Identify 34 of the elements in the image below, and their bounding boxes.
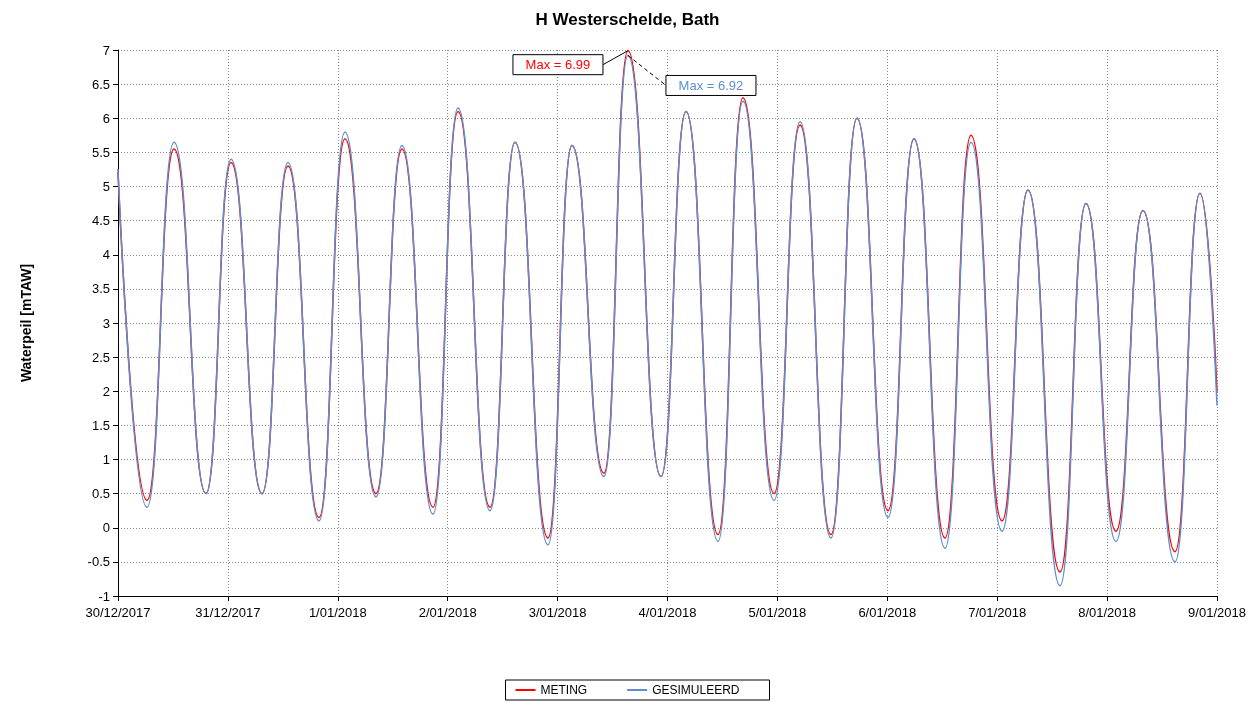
x-tick-label: 9/01/2018 <box>1188 605 1246 620</box>
y-tick-label: 1.5 <box>91 417 110 433</box>
x-tick-label: 4/01/2018 <box>638 605 697 620</box>
y-tick-label: 0.5 <box>91 486 110 502</box>
y-tick-label: 3.5 <box>91 281 110 297</box>
y-tick-label: -1 <box>98 588 110 604</box>
y-tick-label: 6.5 <box>91 76 110 92</box>
y-tick-label: 4 <box>102 247 110 263</box>
x-tick-label: 7/01/2018 <box>968 605 1027 620</box>
y-axis-title: Waterpeil [mTAW] <box>18 263 34 383</box>
y-tick-label: 5.5 <box>91 144 110 160</box>
chart-title: H Westerschelde, Bath <box>535 10 720 29</box>
annotation: Max = 6.99 <box>525 57 591 73</box>
y-tick-label: 2.5 <box>91 349 110 365</box>
x-tick-label: 8/01/2018 <box>1078 605 1137 620</box>
legend-label: GESIMULEERD <box>652 683 740 697</box>
y-tick-label: 7 <box>102 42 110 58</box>
y-tick-label: 4.5 <box>91 213 110 229</box>
y-tick-label: 2 <box>102 383 110 399</box>
x-tick-label: 6/01/2018 <box>858 605 917 620</box>
y-tick-label: 5 <box>102 179 110 194</box>
legend-label: METING <box>540 683 588 697</box>
y-tick-label: 0 <box>102 520 110 536</box>
x-tick-label: 2/01/2018 <box>418 605 477 620</box>
x-tick-label: 1/01/2018 <box>308 605 367 620</box>
annotation: Max = 6.92 <box>678 77 744 93</box>
x-tick-label: 3/01/2018 <box>528 605 587 620</box>
x-tick-label: 5/01/2018 <box>748 605 807 620</box>
y-tick-label: 6 <box>102 110 110 126</box>
x-tick-label: 30/12/2017 <box>85 605 151 620</box>
y-tick-label: 1 <box>102 452 110 467</box>
x-tick-label: 31/12/2017 <box>195 605 261 620</box>
y-tick-label: -0.5 <box>87 554 110 570</box>
y-tick-label: 3 <box>102 315 110 331</box>
